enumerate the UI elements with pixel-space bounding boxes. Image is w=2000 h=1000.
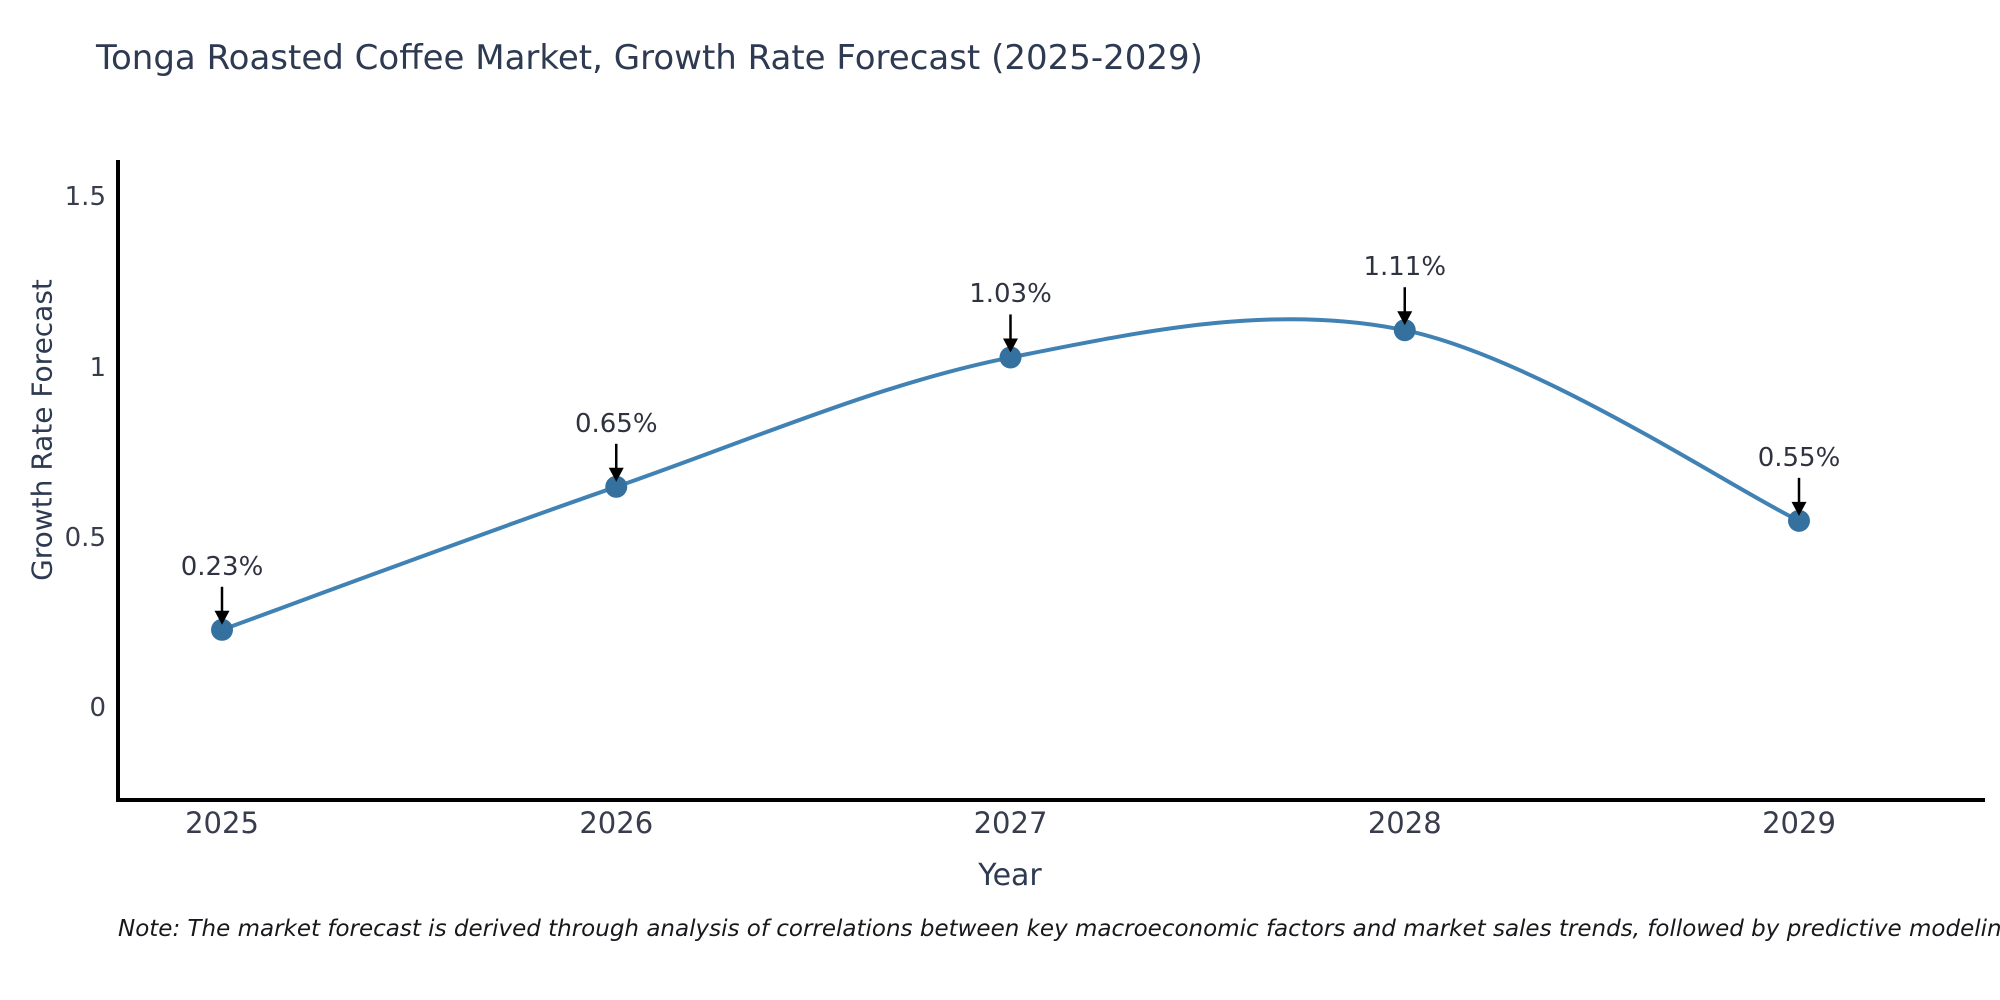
point-annotation-2029: 0.55% <box>1757 442 1841 473</box>
chart-title: Tonga Roasted Coffee Market, Growth Rate… <box>96 38 1203 78</box>
data-point-2026 <box>605 475 628 498</box>
point-annotation-2025: 0.23% <box>180 551 264 582</box>
annotation-arrowhead-icon <box>1791 501 1807 516</box>
annotation-arrowhead-icon <box>214 610 230 625</box>
data-point-2025 <box>211 618 233 641</box>
point-annotation-2026: 0.65% <box>574 408 658 439</box>
y-tick-label-0: 0 <box>89 693 106 724</box>
y-tick-label-0.5: 0.5 <box>64 522 106 553</box>
y-tick-label-1: 1 <box>89 352 106 383</box>
y-tick-label-1.5: 1.5 <box>64 182 106 213</box>
x-tick-label-2027: 2027 <box>973 806 1048 840</box>
annotation-arrowhead-icon <box>608 467 624 482</box>
footnote: Note: The market forecast is derived thr… <box>118 916 2000 942</box>
annotation-arrowhead-icon <box>1003 338 1018 353</box>
point-annotation-2028: 1.11% <box>1363 252 1447 283</box>
x-axis-title: Year <box>978 858 1042 893</box>
data-point-2028 <box>1393 319 1416 342</box>
data-point-2029 <box>1788 509 1810 532</box>
point-annotation-2027: 1.03% <box>969 279 1052 310</box>
data-point-2027 <box>999 346 1022 369</box>
x-tick-label-2029: 2029 <box>1762 806 1836 840</box>
x-tick-label-2025: 2025 <box>185 806 259 840</box>
x-tick-label-2028: 2028 <box>1367 806 1442 840</box>
annotation-arrowhead-icon <box>1397 311 1413 326</box>
x-tick-label-2026: 2026 <box>579 806 654 840</box>
